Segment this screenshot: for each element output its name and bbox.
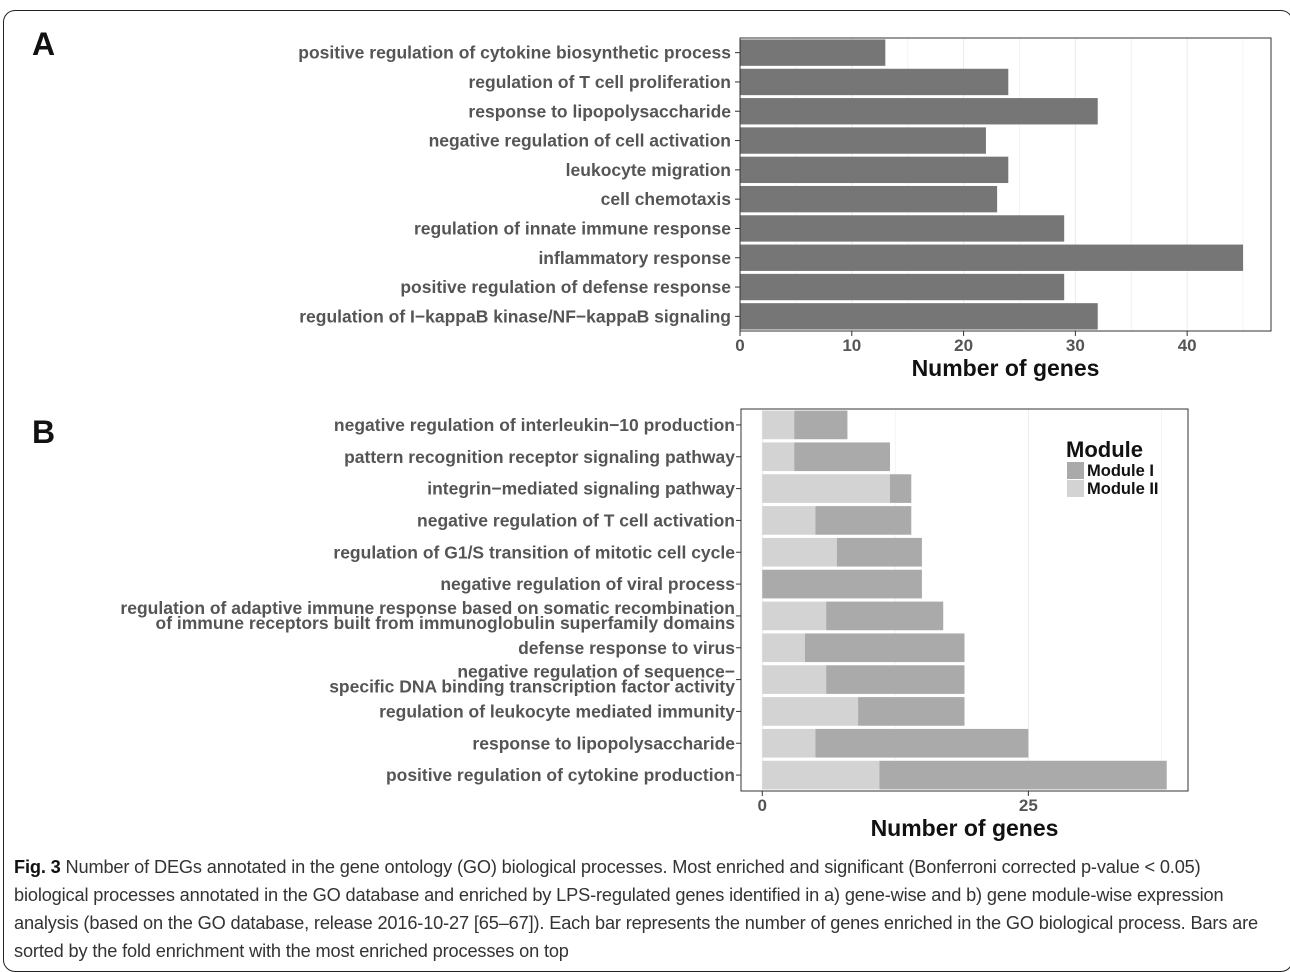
category-label-a: regulation of innate immune response: [414, 218, 731, 238]
x-tick-label-a: 40: [1178, 336, 1197, 355]
category-label-b: pattern recognition receptor signaling p…: [344, 447, 735, 467]
x-tick-label-a: 20: [954, 336, 973, 355]
category-label-a: regulation of I−kappaB kinase/NF−kappaB …: [299, 306, 731, 326]
category-label-a: inflammatory response: [538, 248, 731, 268]
category-label-b: response to lipopolysaccharide: [472, 733, 735, 753]
category-label-a: positive regulation of defense response: [400, 277, 731, 297]
category-label-b: regulation of leukocyte mediated immunit…: [379, 701, 735, 721]
bar-a: [740, 215, 1064, 241]
x-tick-label-b: 0: [758, 796, 767, 815]
x-tick-label-b: 25: [1019, 796, 1038, 815]
figure-caption: Fig. 3 Number of DEGs annotated in the g…: [14, 853, 1276, 965]
bar-module-i: [816, 729, 1029, 758]
legend-title: Module: [1066, 437, 1143, 462]
bar-module-ii: [762, 602, 826, 631]
bar-module-i: [826, 602, 943, 631]
bar-module-ii: [762, 538, 837, 567]
category-label-a: leukocyte migration: [566, 160, 731, 180]
legend-label: Module I: [1087, 462, 1154, 480]
category-label-b: defense response to virus: [518, 638, 735, 658]
category-label-a: negative regulation of cell activation: [429, 131, 731, 151]
category-label-a: regulation of T cell proliferation: [468, 72, 731, 92]
bar-module-i: [858, 697, 964, 726]
bar-module-i: [805, 633, 965, 662]
category-label-b-line2: specific DNA binding transcription facto…: [329, 677, 735, 697]
x-axis-title-a: Number of genes: [912, 355, 1100, 381]
legend-label: Module II: [1087, 480, 1159, 498]
caption-text: Number of DEGs annotated in the gene ont…: [14, 857, 1258, 961]
bar-module-ii: [762, 474, 890, 503]
bar-module-i: [879, 761, 1166, 790]
category-label-b: positive regulation of cytokine producti…: [386, 765, 735, 785]
bar-a: [740, 39, 885, 65]
bar-module-ii: [762, 761, 879, 790]
bar-module-ii: [762, 442, 794, 471]
bar-module-i: [794, 411, 847, 440]
bar-a: [740, 245, 1243, 271]
bar-module-i: [816, 506, 912, 535]
bar-module-i: [890, 474, 911, 503]
category-label-b: negative regulation of interleukin−10 pr…: [334, 415, 735, 435]
bar-module-i: [762, 570, 922, 599]
x-tick-label-a: 0: [735, 336, 744, 355]
bar-a: [740, 274, 1064, 300]
bar-a: [740, 69, 1008, 95]
category-label-a: positive regulation of cytokine biosynth…: [298, 43, 731, 63]
category-label-b: regulation of G1/S transition of mitotic…: [333, 542, 735, 562]
category-label-b: negative regulation of viral process: [440, 574, 735, 594]
category-label-b-line2: of immune receptors built from immunoglo…: [156, 613, 736, 633]
bar-module-i: [837, 538, 922, 567]
bar-module-ii: [762, 697, 858, 726]
bar-module-i: [794, 442, 890, 471]
bar-module-ii: [762, 506, 815, 535]
legend-swatch: [1067, 480, 1084, 497]
bar-a: [740, 303, 1098, 329]
x-axis-title-b: Number of genes: [871, 815, 1059, 841]
bar-module-ii: [762, 633, 805, 662]
bar-module-i: [826, 665, 964, 694]
category-label-a: response to lipopolysaccharide: [468, 101, 731, 121]
bar-a: [740, 157, 1008, 183]
bar-a: [740, 98, 1098, 124]
legend-swatch: [1067, 462, 1084, 479]
bar-module-ii: [762, 665, 826, 694]
bar-module-ii: [762, 411, 794, 440]
x-tick-label-a: 30: [1066, 336, 1085, 355]
category-label-b: integrin−mediated signaling pathway: [427, 479, 735, 499]
category-label-b: negative regulation of T cell activation: [417, 510, 735, 530]
figure-label: Fig. 3: [14, 857, 61, 877]
x-tick-label-a: 10: [842, 336, 861, 355]
chart-b: negative regulation of interleukin−10 pr…: [0, 400, 1290, 850]
bar-a: [740, 127, 986, 153]
bar-module-ii: [762, 729, 815, 758]
chart-a: positive regulation of cytokine biosynth…: [0, 0, 1290, 400]
category-label-a: cell chemotaxis: [601, 189, 732, 209]
bar-a: [740, 186, 997, 212]
